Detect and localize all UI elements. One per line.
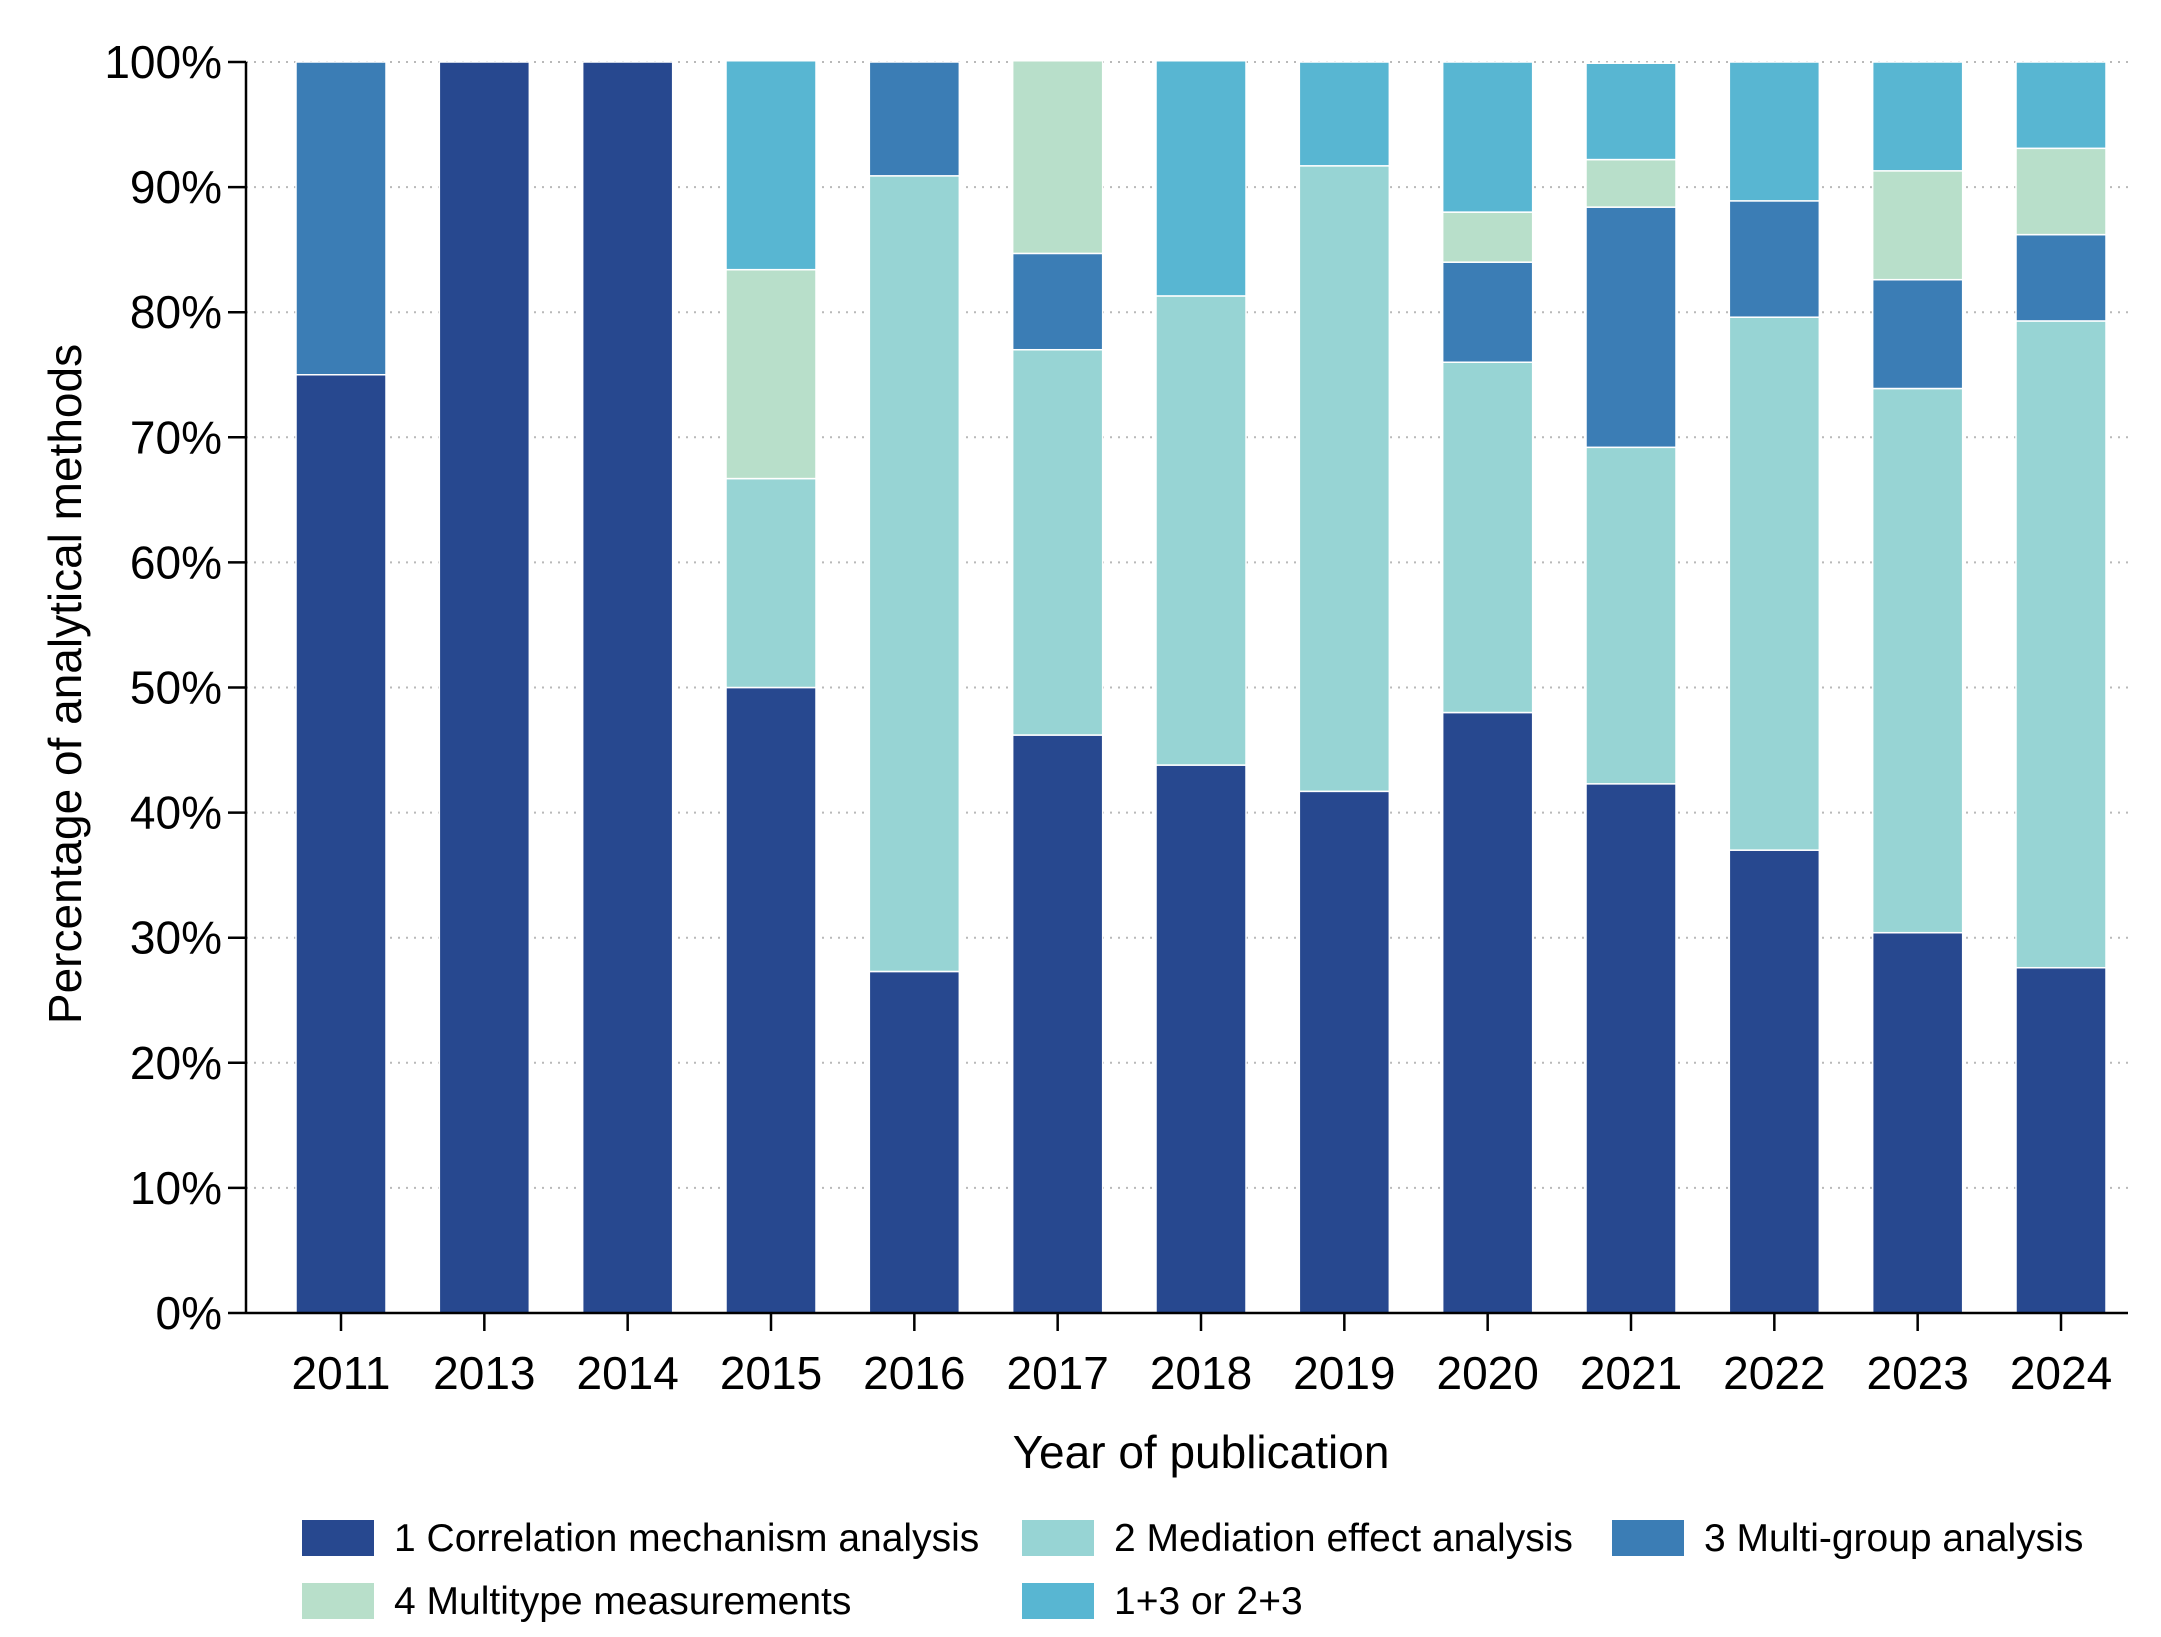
- bar-segment-2013-series-1: [438, 61, 531, 1314]
- bar-segment-2017-series-4: [1011, 59, 1104, 255]
- legend-swatch-series-5: [1022, 1583, 1094, 1619]
- bar-segment-2016-series-3: [868, 61, 961, 177]
- y-tick-label: 20%: [130, 1037, 222, 1089]
- bar-segment-2017-series-2: [1011, 348, 1104, 736]
- x-tick-label: 2023: [1866, 1347, 1968, 1399]
- bar-segment-2023-series-4: [1871, 170, 1964, 281]
- x-tick-label: 2011: [292, 1347, 391, 1399]
- legend-label-series-5: 1+3 or 2+3: [1114, 1580, 1303, 1623]
- bar-segment-2020-series-2: [1441, 361, 1534, 714]
- bar-segment-2024-series-1: [2015, 966, 2107, 1314]
- y-tick-label: 0%: [156, 1287, 222, 1339]
- y-tick-label: 10%: [130, 1162, 222, 1214]
- legend-swatch-series-3: [1612, 1520, 1684, 1556]
- bar-segment-2011-series-3: [295, 61, 387, 376]
- legend-swatch-series-1: [302, 1520, 374, 1556]
- x-tick-label: 2014: [576, 1347, 678, 1399]
- bar-segment-2019-series-1: [1298, 790, 1391, 1314]
- bar-segment-2020-series-5: [1441, 61, 1534, 213]
- bar-segment-2023-series-2: [1871, 387, 1964, 934]
- y-tick-label: 70%: [130, 411, 222, 463]
- bar-segment-2020-series-4: [1441, 211, 1534, 263]
- y-tick-label: 100%: [104, 36, 222, 88]
- bar-segment-2021-series-4: [1585, 158, 1677, 208]
- legend: 1 Correlation mechanism analysis 2 Mediat…: [302, 1517, 2083, 1623]
- bar-segment-2024-series-2: [2015, 320, 2107, 969]
- bar-segment-2017-series-3: [1011, 252, 1104, 351]
- x-tick-label: 2020: [1436, 1347, 1538, 1399]
- x-tick-label: 2013: [433, 1347, 535, 1399]
- bar-segment-2015-series-2: [725, 477, 817, 689]
- y-tick-label: 50%: [130, 662, 222, 714]
- bar-segment-2020-series-3: [1441, 261, 1534, 363]
- y-tick-label: 80%: [130, 286, 222, 338]
- x-tick-labels: 2011 2013 2014 2015 2016 2017 2018 2019 2020 2021…: [292, 1347, 2113, 1399]
- legend-swatch-series-4: [302, 1583, 374, 1619]
- bar-segment-2024-series-5: [2015, 61, 2107, 150]
- bar-segment-2015-series-1: [725, 686, 817, 1314]
- bar-segment-2022-series-5: [1728, 61, 1821, 202]
- bar-segment-2021-series-2: [1585, 446, 1677, 785]
- legend-label-series-2: 2 Mediation effect analysis: [1114, 1517, 1573, 1560]
- legend-swatch-series-2: [1022, 1520, 1094, 1556]
- bar-segment-2015-series-5: [725, 59, 817, 271]
- legend-label-series-3: 3 Multi-group analysis: [1704, 1517, 2083, 1560]
- bar-segment-2023-series-1: [1871, 931, 1964, 1314]
- bar-segment-2014-series-1: [581, 61, 674, 1314]
- bar-segment-2011-series-1: [295, 374, 387, 1314]
- bars: [295, 59, 2107, 1314]
- bar-segment-2024-series-3: [2015, 233, 2107, 322]
- y-tick-labels: 0% 10% 20% 30% 40% 50% 60% 70% 80% 90% 100%: [104, 36, 222, 1339]
- x-tick-label: 2016: [863, 1347, 965, 1399]
- bar-segment-2024-series-4: [2015, 147, 2107, 236]
- y-tick-label: 40%: [130, 787, 222, 839]
- bar-segment-2021-series-1: [1585, 783, 1677, 1314]
- bar-segment-2019-series-2: [1298, 165, 1391, 793]
- bar-segment-2017-series-1: [1011, 734, 1104, 1314]
- legend-label-series-4: 4 Multitype measurements: [394, 1580, 851, 1623]
- x-tick-label: 2021: [1580, 1347, 1682, 1399]
- y-tick-label: 60%: [130, 536, 222, 588]
- x-tick-label: 2015: [720, 1347, 822, 1399]
- bar-segment-2016-series-2: [868, 175, 961, 973]
- bar-segment-2019-series-5: [1298, 61, 1391, 167]
- bar-segment-2015-series-4: [725, 268, 817, 480]
- bar-segment-2018-series-5: [1155, 59, 1247, 297]
- bar-segment-2022-series-2: [1728, 316, 1821, 851]
- bar-segment-2021-series-3: [1585, 206, 1677, 449]
- bar-segment-2022-series-3: [1728, 200, 1821, 318]
- y-axis-title: Percentage of analytical methods: [39, 344, 91, 1024]
- bar-segment-2018-series-2: [1155, 295, 1247, 766]
- bar-segment-2020-series-1: [1441, 711, 1534, 1314]
- x-tick-label: 2024: [2010, 1347, 2112, 1399]
- x-tick-label: 2017: [1006, 1347, 1108, 1399]
- x-axis-title: Year of publication: [1013, 1426, 1390, 1478]
- axes: [228, 60, 2128, 1331]
- bar-segment-2023-series-5: [1871, 61, 1964, 172]
- bar-segment-2016-series-1: [868, 970, 961, 1314]
- legend-label-series-1: 1 Correlation mechanism analysis: [394, 1517, 979, 1560]
- bar-segment-2021-series-5: [1585, 62, 1677, 161]
- y-tick-label: 30%: [130, 912, 222, 964]
- x-tick-label: 2019: [1293, 1347, 1395, 1399]
- bar-segment-2022-series-1: [1728, 849, 1821, 1314]
- bar-segment-2018-series-1: [1155, 764, 1247, 1314]
- x-tick-label: 2018: [1150, 1347, 1252, 1399]
- x-tick-label: 2022: [1723, 1347, 1825, 1399]
- bar-segment-2023-series-3: [1871, 278, 1964, 390]
- y-tick-label: 90%: [130, 161, 222, 213]
